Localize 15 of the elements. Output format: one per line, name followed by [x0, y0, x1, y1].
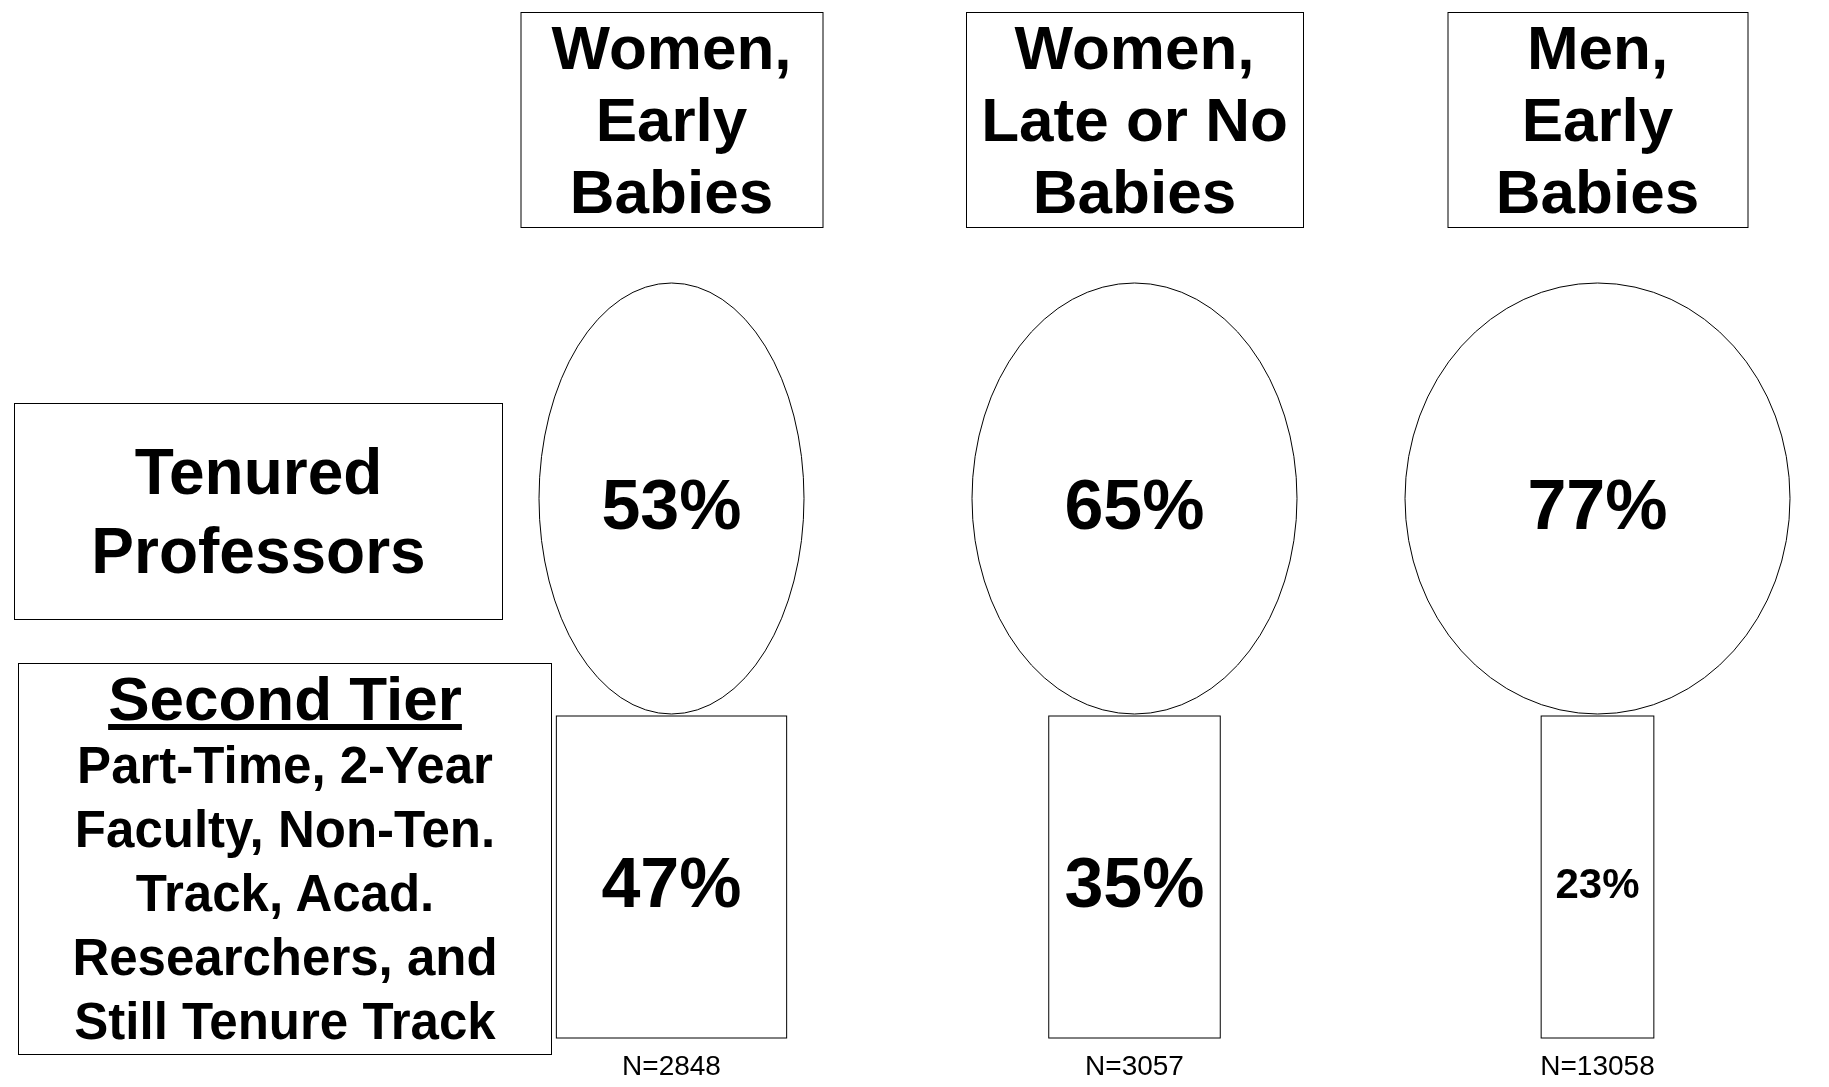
category-label: Women, Early Babies	[550, 12, 793, 228]
text: N=2848	[622, 1050, 721, 1081]
category-label: Men, Early Babies	[1494, 12, 1701, 228]
text: N=3057	[1085, 1050, 1184, 1081]
text: Part-Time, 2-Year Faculty, Non-Ten. Track, Acad. Researchers, and Still Tenure Track	[71, 736, 499, 1052]
series-label: Second Tier	[107, 664, 463, 734]
data-label: 77%	[1527, 465, 1668, 544]
category-label: Women, Late or No Babies	[980, 12, 1289, 228]
series-label: Tenured Professors	[90, 434, 427, 589]
text: N=13058	[1540, 1050, 1655, 1081]
data-label: 65%	[1064, 465, 1205, 544]
data-label: 35%	[1064, 844, 1205, 922]
data-label: 23%	[1555, 859, 1640, 907]
data-label: 47%	[601, 844, 742, 922]
data-label: 53%	[601, 465, 742, 544]
